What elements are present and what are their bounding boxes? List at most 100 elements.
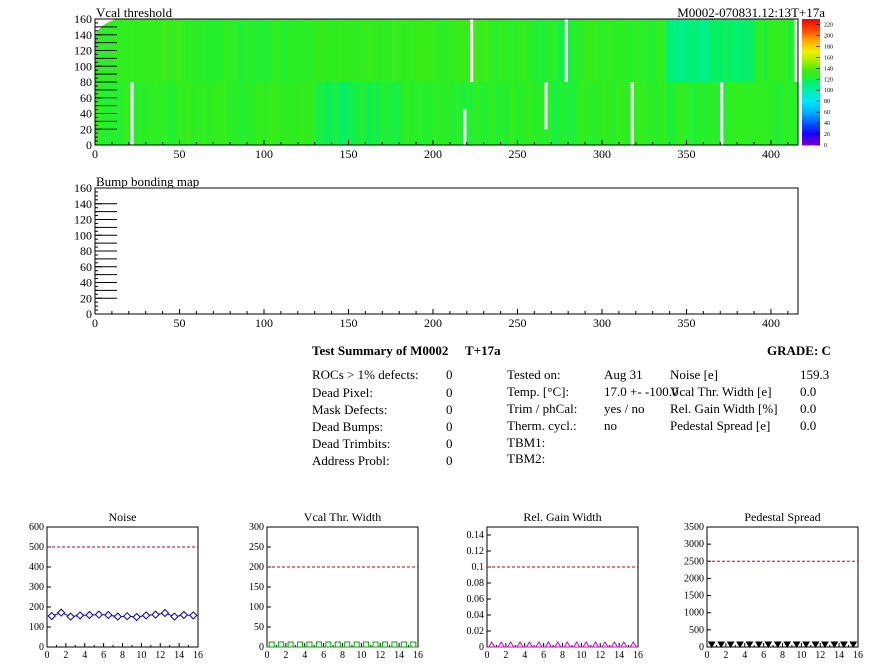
pixel-stripe: [162, 82, 167, 145]
pixel-stripe: [267, 82, 272, 145]
pixel-stripe: [243, 19, 248, 82]
colorbar-swatch: [802, 67, 820, 69]
pixel-stripe: [571, 19, 576, 82]
x-tick-label: 350: [677, 316, 695, 330]
pixel-stripe: [581, 82, 586, 145]
x-tick-label: 14: [614, 650, 624, 661]
pixel-stripe: [625, 19, 630, 82]
pixel-stripe: [284, 82, 288, 145]
colorbar-tick-label: 140: [824, 66, 833, 72]
x-tick-label: 8: [560, 650, 565, 661]
colorbar-swatch: [802, 117, 820, 120]
colorbar-swatch: [802, 126, 820, 128]
y-tick-label: 0.12: [467, 546, 485, 557]
colorbar-tick-label: 0: [824, 143, 827, 149]
data-point: [104, 610, 113, 620]
y-tick-label: 40: [80, 107, 92, 121]
pixel-stripe: [405, 19, 410, 82]
pixel-stripe: [754, 19, 758, 82]
x-tick-label: 10: [576, 650, 586, 661]
pixel-stripe: [774, 82, 779, 145]
y-tick-label: 1500: [684, 591, 704, 602]
data-point: [47, 611, 56, 621]
colorbar-swatch: [802, 112, 820, 114]
x-tick-label: 4: [302, 650, 307, 661]
pixel-stripe: [213, 82, 217, 145]
pixel-stripe: [118, 19, 123, 82]
grade-label: GRADE: C: [767, 343, 831, 358]
y-tick-label: 80: [80, 75, 92, 89]
pixel-stripe: [311, 19, 315, 82]
pixel-stripe: [571, 82, 576, 145]
defect-label: Dead Pixel:: [312, 385, 374, 400]
pixel-stripe: [209, 82, 214, 145]
colorbar-swatch: [802, 57, 820, 59]
colorbar-tick-label: 100: [824, 88, 833, 94]
pixel-stripe: [270, 19, 275, 82]
pixel-stripe: [446, 19, 451, 82]
pixel-stripe: [429, 82, 434, 145]
pixel-stripe: [679, 82, 684, 145]
pixel-stripe: [341, 82, 346, 145]
colorbar-swatch: [802, 59, 820, 62]
defect-value: 0: [446, 385, 453, 400]
colorbar-swatch: [802, 39, 820, 42]
colorbar-swatch: [802, 34, 820, 36]
param-label: Vcal Thr. Width [e]: [670, 384, 772, 399]
colorbar-swatch: [802, 109, 820, 112]
y-tick-label: 40: [80, 276, 92, 290]
colorbar-swatch: [802, 107, 820, 110]
colorbar-swatch: [802, 26, 820, 29]
pixel-stripe: [460, 82, 464, 145]
pixel-stripe: [757, 82, 762, 145]
pixel-stripe: [706, 19, 711, 82]
pixel-stripe: [683, 19, 687, 82]
y-tick-label: 100: [249, 602, 264, 613]
pixel-stripe: [490, 19, 495, 82]
x-tick-label: 14: [394, 650, 404, 661]
colorbar-swatch: [802, 141, 820, 144]
pixel-stripe: [291, 82, 295, 145]
pixel-stripe: [321, 82, 326, 145]
pixel-stripe: [530, 19, 535, 82]
pixel-stripe: [412, 19, 417, 82]
data-point: [572, 641, 581, 648]
colorbar-tick-label: 160: [824, 55, 833, 61]
pixel-stripe: [209, 19, 214, 82]
pixel-stripe: [372, 19, 376, 82]
colorbar-swatch: [802, 45, 820, 47]
dead-column: [794, 19, 798, 82]
colorbar-swatch: [802, 120, 820, 123]
small-chart-title: Noise: [109, 510, 137, 524]
pixel-stripe: [612, 82, 616, 145]
pixel-stripe: [375, 82, 380, 145]
pixel-stripe: [530, 82, 535, 145]
colorbar-swatch: [802, 28, 820, 31]
data-point: [372, 641, 379, 648]
pixel-stripe: [399, 19, 403, 82]
pixel-stripe: [524, 19, 528, 82]
pixel-stripe: [378, 19, 383, 82]
data-point: [315, 641, 322, 648]
dead-column: [544, 82, 548, 130]
colorbar-swatch: [802, 68, 820, 70]
pixel-stripe: [716, 19, 721, 82]
pixel-stripe: [689, 82, 694, 145]
colorbar-swatch: [802, 62, 820, 65]
defect-label: ROCs > 1% defects:: [312, 367, 419, 382]
pixel-stripe: [699, 82, 704, 145]
y-tick-label: 0.06: [467, 594, 485, 605]
colorbar-swatch: [802, 52, 820, 55]
pixel-stripe: [328, 82, 332, 145]
colorbar-swatch: [802, 104, 820, 106]
pixel-stripe: [750, 19, 755, 82]
y-tick-label: 150: [249, 582, 264, 593]
pixel-stripe: [696, 82, 701, 145]
colorbar-swatch: [802, 93, 820, 95]
pixel-stripe: [635, 82, 640, 145]
pixel-stripe: [645, 19, 650, 82]
colorbar-swatch: [802, 73, 820, 76]
pixel-stripe: [263, 19, 268, 82]
pixel-stripe: [598, 82, 603, 145]
colorbar-swatch: [802, 47, 820, 49]
